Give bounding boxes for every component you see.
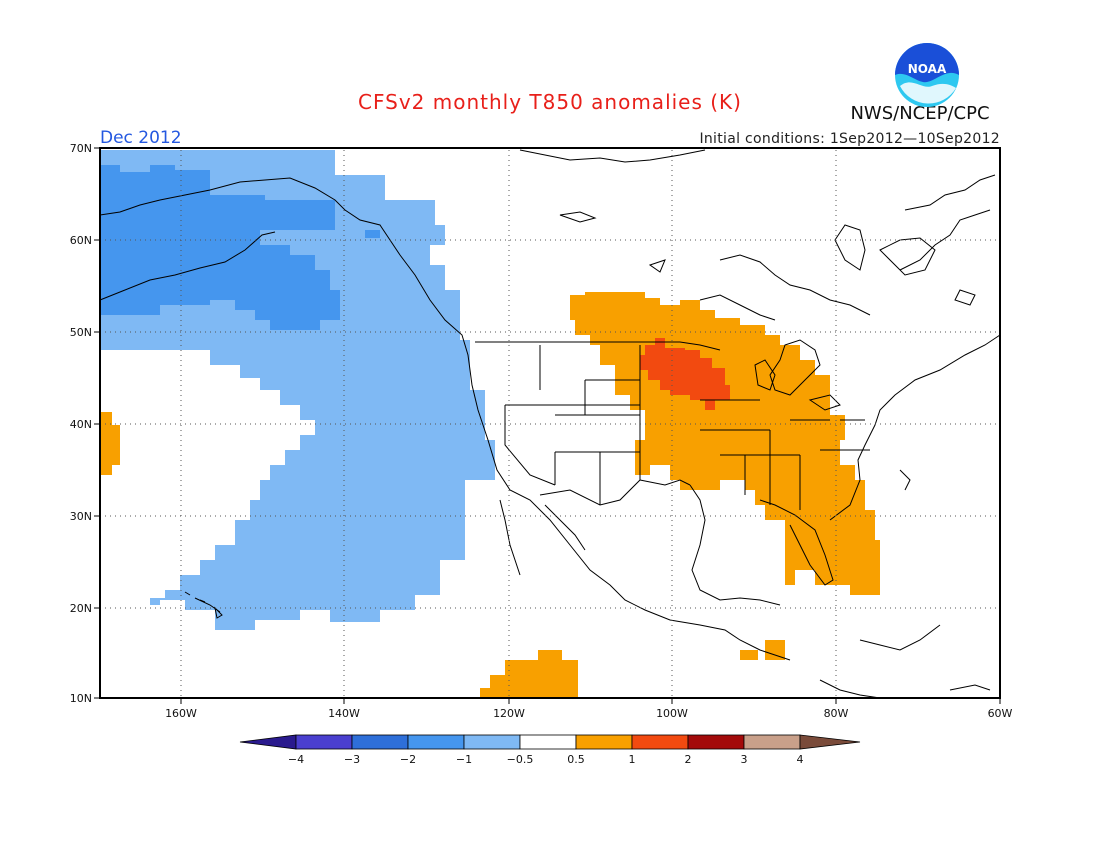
lat-label: 20N <box>70 602 92 615</box>
colorbar-bin <box>519 734 577 750</box>
colorbar-label: 0.5 <box>567 753 585 766</box>
colorbar-bin <box>631 734 689 750</box>
organization-label: NWS/NCEP/CPC <box>850 103 990 124</box>
chart-title: CFSv2 monthly T850 anomalies (K) <box>358 90 742 114</box>
colorbar-label: −1 <box>456 753 472 766</box>
colorbar-bin <box>463 734 521 750</box>
lat-label: 30N <box>70 510 92 523</box>
colorbar-bin <box>407 734 465 750</box>
colorbar-bin <box>575 734 633 750</box>
colorbar-label: 1 <box>629 753 636 766</box>
colorbar-arrow-high <box>799 734 861 750</box>
lat-label: 50N <box>70 326 92 339</box>
longitude-labels: 160W 140W 120W 100W 80W 60W <box>165 707 1012 720</box>
colorbar-label: 2 <box>685 753 692 766</box>
map-frame <box>99 147 1001 699</box>
anomaly-region-mid-blue <box>100 165 380 330</box>
lat-label: 70N <box>70 142 92 155</box>
colorbar-labels: −4 −3 −2 −1 −0.5 0.5 1 2 3 4 <box>288 753 804 766</box>
latitude-labels: 70N 60N 50N 40N 30N 20N 10N <box>70 142 92 705</box>
colorbar-label: −2 <box>400 753 416 766</box>
colorbar-label: −3 <box>344 753 360 766</box>
lat-label: 40N <box>70 418 92 431</box>
lat-label: 60N <box>70 234 92 247</box>
lon-label: 80W <box>824 707 849 720</box>
colorbar-label: 4 <box>797 753 804 766</box>
colorbar <box>239 734 861 750</box>
lat-label: 10N <box>70 692 92 705</box>
colorbar-bin <box>351 734 409 750</box>
colorbar-bin <box>687 734 745 750</box>
map-gridlines <box>100 150 1000 698</box>
forecast-period: Dec 2012 <box>100 128 182 148</box>
hawaii-islands <box>184 591 223 619</box>
lon-label: 60W <box>988 707 1013 720</box>
colorbar-label: 3 <box>741 753 748 766</box>
colorbar-label: −0.5 <box>507 753 534 766</box>
initial-conditions: Initial conditions: 1Sep2012—10Sep2012 <box>699 131 1000 147</box>
lon-label: 140W <box>328 707 360 720</box>
colorbar-arrow-low <box>239 734 297 750</box>
axis-ticks <box>94 147 1001 704</box>
colorbar-bin <box>295 734 353 750</box>
colorbar-bin <box>743 734 801 750</box>
colorbar-label: −4 <box>288 753 304 766</box>
logo-text: NOAA <box>908 62 947 76</box>
lon-label: 160W <box>165 707 197 720</box>
anomaly-region-red-orange <box>640 338 730 410</box>
coastlines <box>99 149 1001 699</box>
lon-label: 100W <box>656 707 688 720</box>
noaa-logo: NOAA <box>895 43 959 107</box>
lon-label: 120W <box>493 707 525 720</box>
